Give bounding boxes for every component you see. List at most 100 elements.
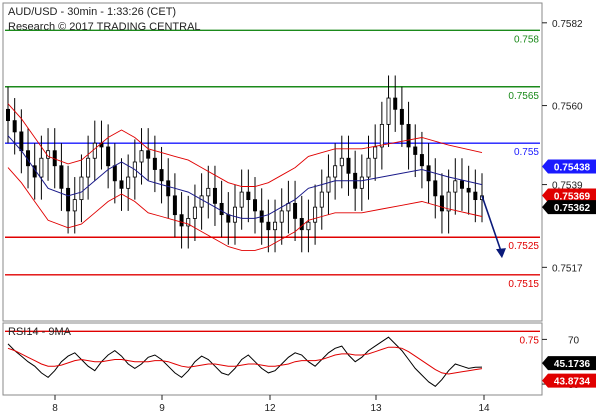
candle-body [246,191,251,201]
candle-body [126,176,131,189]
candle-body [72,199,77,212]
candle-body [92,142,97,159]
x-tick-label: 12 [264,403,276,414]
candle-body [219,202,224,216]
candle-body [359,176,364,189]
candle-body [319,191,324,208]
rsi-panel-frame [2,322,543,396]
candle-body [439,195,444,212]
level-label: 0.7525 [508,241,539,252]
forecast-arrow-shaft [481,195,503,255]
x-tick-label: 14 [478,403,490,414]
level-label: 0.7515 [508,279,539,290]
rsi-line [7,336,483,387]
y-tick-label: 0.7517 [552,263,583,274]
candle-body [166,180,171,197]
candle-body [192,206,197,219]
candle-body [466,187,471,193]
rsi-ma-line [7,346,483,375]
candle-body [179,214,184,227]
price-layer: 0.758 0.7565 0.755 0.7525 0.7515 0.75 0.7582 0.… [5,19,596,346]
candle-body [413,146,418,155]
candle-body [386,97,391,125]
value-tag-label: 0.75438 [554,163,591,174]
level-label: 0.75 [520,335,540,346]
rsi-value-tag [542,373,596,388]
candle-body [159,169,164,182]
candle-body [459,180,464,189]
y-tick-label: 0.7560 [552,102,583,113]
candle-body [299,218,304,231]
candle-body [453,180,458,193]
candle-body [19,131,24,152]
candle-body [379,123,384,148]
candle-body [152,157,157,170]
x-tick-label: 13 [370,403,382,414]
candle-body [279,210,284,223]
x-tick-label: 9 [159,403,165,414]
candle-body [273,221,278,231]
value-tag-label: 0.75362 [554,203,591,214]
candle-body [393,97,398,110]
candle-body [446,191,451,212]
candle-body [406,123,411,148]
level-label: 0.758 [514,34,539,45]
candle-body [253,199,258,212]
chart-subtitle: Research © 2017 TRADING CENTRAL [8,21,201,33]
candle-body [206,187,211,197]
price-panel-frame [2,2,543,322]
candle-body [346,157,351,174]
candle-body [426,165,431,182]
x-tick-label: 8 [52,403,58,414]
bollinger-lower-band [7,167,483,251]
chart-title: AUD/USD - 30min - 1:33:26 (CET) [8,6,176,18]
candle-body [186,218,191,227]
candle-body [333,165,338,178]
level-label: 0.7565 [508,91,539,102]
y-tick-label: 0.7582 [552,19,583,30]
candle-body [66,187,71,212]
candle-body [419,154,424,167]
rsi-value-tag-label: 45.1736 [554,359,591,370]
candle-body [212,187,217,204]
candle-body [339,157,344,167]
rsi-y-tick-label: 70 [568,335,580,346]
candle-body [226,214,231,223]
candle-body [146,150,151,159]
candle-body [232,206,237,223]
bollinger-upper-band [7,103,483,187]
candle-body [106,146,111,167]
candle-body [119,180,124,189]
moving-average-line [7,135,483,219]
rsi-value-tag-label: 43.8734 [554,377,591,388]
candle-body [139,150,144,163]
value-tag [542,159,596,174]
candle-body [59,165,64,189]
candle-body [239,191,244,208]
candle-body [313,206,318,223]
rsi-panel-title: RSI14 - 9MA [8,326,72,338]
candle-body [473,191,478,201]
candle-body [6,108,11,122]
candle-body [326,176,331,193]
candle-body [172,195,177,216]
candle-body [12,120,17,133]
candle-body [86,157,91,178]
forecast-arrow-head [496,248,506,259]
candle-body [366,157,371,178]
value-tag [542,188,596,203]
level-label: 0.755 [514,147,539,158]
value-tag [542,200,596,215]
candle-body [399,108,404,125]
candle-body [112,165,117,182]
candle-body [199,195,204,208]
rsi-value-tag [542,356,596,371]
candle-body [39,157,44,178]
candle-body [433,180,438,197]
candle-body [306,221,311,231]
value-tag-label: 0.75369 [554,191,591,202]
y-tick-label: 0.7539 [552,181,583,192]
candle-body [293,202,298,219]
